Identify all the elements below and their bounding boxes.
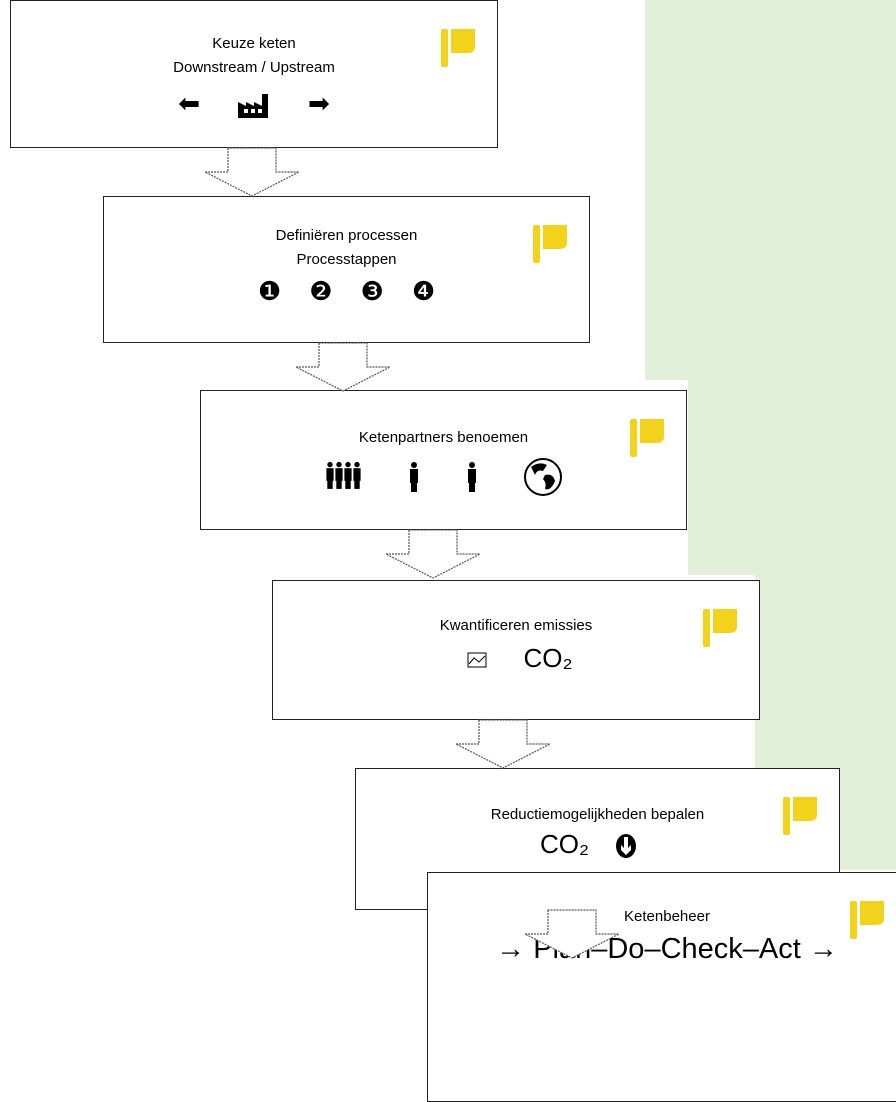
step-text: Ketenpartners benoemen [358, 429, 529, 446]
icon: ❶ [257, 277, 282, 307]
logo-flag [713, 609, 737, 633]
window [251, 108, 255, 113]
connector-arrow [204, 147, 300, 197]
legs [468, 482, 475, 492]
icon: ❷ [309, 277, 333, 307]
head [326, 461, 333, 468]
body [352, 468, 361, 481]
step-box: Ketenbeheer → Plan–Do–Check–Act → [427, 872, 896, 1102]
step-box: Ketenpartners benoemen [200, 390, 687, 530]
logo-bar [533, 225, 540, 263]
logo [850, 901, 884, 939]
logo-bar [630, 419, 637, 457]
legs [344, 479, 351, 489]
logo [441, 29, 475, 67]
connector-arrow [385, 529, 481, 579]
icon: ⬅ [178, 89, 200, 119]
body [343, 468, 352, 481]
logo-flag [543, 225, 567, 249]
connector-arrow [295, 342, 391, 392]
logo-flag [793, 797, 817, 821]
logo-bar [850, 901, 857, 939]
step-box: Kwantificeren emissies CO₂ [272, 580, 760, 720]
head [335, 461, 342, 468]
logo-flag [451, 29, 475, 53]
step-text: Reductiemogelijkheden bepalen [490, 806, 705, 823]
logo [783, 797, 817, 835]
connector-arrow [455, 719, 551, 769]
pictogram [325, 461, 361, 489]
chart-line [469, 655, 486, 664]
logo [630, 419, 664, 457]
icon-row: CO₂ [273, 643, 759, 674]
logo-flag [640, 419, 664, 443]
pictogram [238, 93, 268, 118]
step-text: Ketenbeheer [624, 908, 710, 925]
step-text: Keuze keten [212, 35, 296, 52]
icon-row: CO₂ [356, 829, 839, 860]
icon: CO₂ [523, 643, 573, 673]
down-arrow [621, 836, 632, 855]
icon-row: ⬅ ➡ [11, 89, 497, 120]
head [353, 461, 360, 468]
logo-bar [783, 797, 790, 835]
step-box: Keuze keten Downstream / Upstream ⬅ ➡ [10, 0, 498, 148]
head [468, 462, 475, 468]
connector-arrow [524, 909, 620, 959]
head [344, 461, 351, 468]
body [409, 469, 418, 483]
icon-row [201, 457, 686, 497]
body [334, 468, 343, 481]
legs [335, 479, 342, 489]
legs [326, 479, 333, 489]
continents [530, 463, 555, 490]
step-text: Processtappen [296, 251, 397, 268]
icon: ➡ [308, 89, 330, 119]
icon: ❸ [360, 277, 384, 307]
icon: CO₂ [539, 829, 590, 859]
step-text: Kwantificeren emissies [439, 617, 593, 634]
legs [410, 482, 417, 492]
logo [703, 609, 737, 647]
head [410, 462, 417, 468]
pictogram [467, 652, 487, 667]
pictogram [616, 833, 637, 858]
step-text: Definiëren processen [275, 227, 418, 244]
chart-icon [467, 652, 487, 667]
icon: ❹ [411, 277, 436, 307]
window [244, 108, 248, 113]
logo-flag [860, 901, 884, 925]
logo-bar [441, 29, 448, 67]
pictogram [523, 458, 562, 496]
pictogram [409, 462, 418, 492]
body [325, 468, 334, 481]
logo-bar [703, 609, 710, 647]
green-panel [645, 0, 896, 870]
step-text: Downstream / Upstream [173, 59, 335, 76]
window [258, 108, 262, 113]
body [467, 469, 476, 483]
logo [533, 225, 567, 263]
pictogram [467, 462, 476, 492]
legs [353, 479, 360, 489]
step-box: Definiëren processen Processtappen ❶ ❷ ❸ ❹ [103, 196, 590, 343]
